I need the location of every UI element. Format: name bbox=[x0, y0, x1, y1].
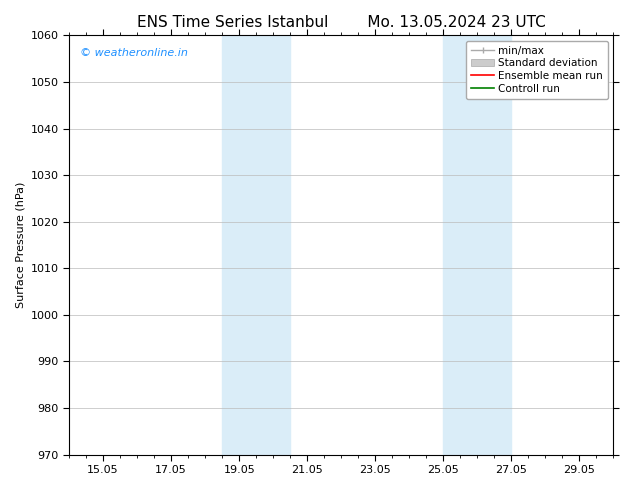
Legend: min/max, Standard deviation, Ensemble mean run, Controll run: min/max, Standard deviation, Ensemble me… bbox=[466, 41, 608, 99]
Y-axis label: Surface Pressure (hPa): Surface Pressure (hPa) bbox=[15, 182, 25, 308]
Title: ENS Time Series Istanbul        Mo. 13.05.2024 23 UTC: ENS Time Series Istanbul Mo. 13.05.2024 … bbox=[137, 15, 546, 30]
Bar bbox=[222, 35, 290, 455]
Text: © weatheronline.in: © weatheronline.in bbox=[80, 48, 188, 58]
Bar bbox=[443, 35, 512, 455]
